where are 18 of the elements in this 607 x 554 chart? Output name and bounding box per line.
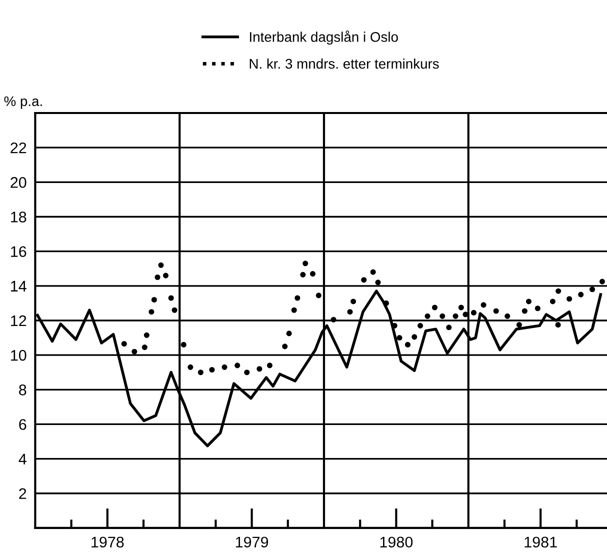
x-tick-label: 1981 xyxy=(524,536,557,548)
x-tick-label: 1978 xyxy=(92,536,124,548)
x-tick-label: 1979 xyxy=(236,536,268,548)
y-tick-label: 4 xyxy=(18,454,26,464)
y-tick-label: 22 xyxy=(10,142,26,154)
y-tick-label: 10 xyxy=(11,350,26,361)
legend-label: Interbank dagslån i Oslo xyxy=(250,30,398,45)
legend-label: N. kr. 3 mndrs. etter terminkurs xyxy=(250,58,439,69)
y-tick-label: 16 xyxy=(11,246,26,258)
y-tick-label: 8 xyxy=(19,384,26,396)
y-tick-label: 20 xyxy=(10,177,26,188)
y-tick-label: 14 xyxy=(11,280,26,292)
y-tick-label: 6 xyxy=(19,419,26,430)
x-tick-label: 1980 xyxy=(380,536,413,548)
y-tick-label: 2 xyxy=(19,488,26,499)
y-tick-label: 12 xyxy=(11,315,26,326)
y-axis-title: % p.a. xyxy=(4,96,42,109)
y-tick-label: 18 xyxy=(11,212,26,222)
